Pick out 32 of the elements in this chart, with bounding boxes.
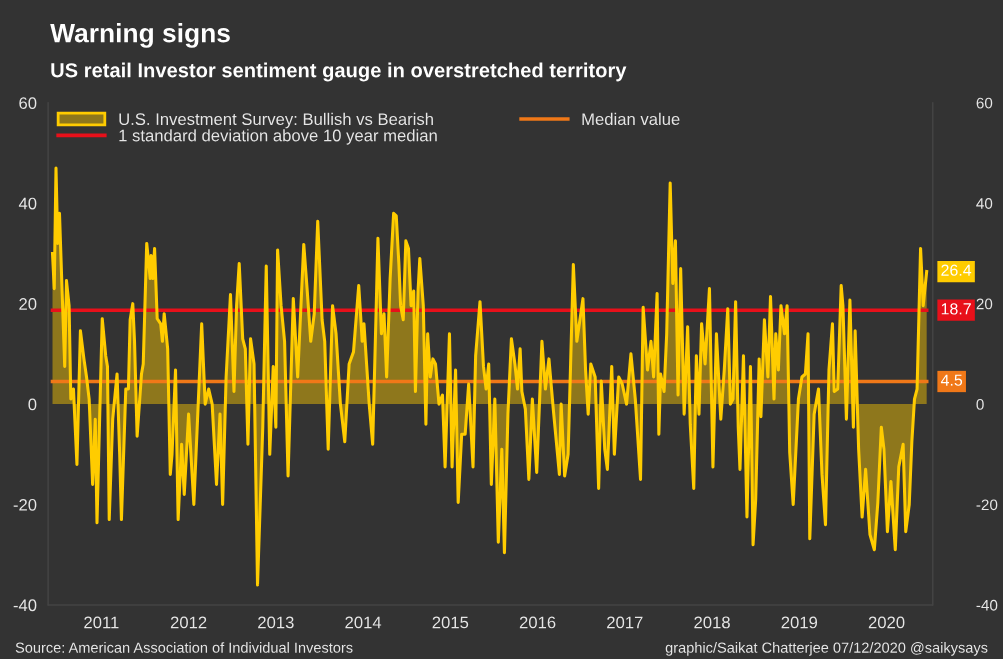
y-tick-label: -20 bbox=[13, 498, 37, 511]
x-tick-label: 2015 bbox=[432, 616, 469, 629]
x-tick-label: 2018 bbox=[694, 616, 730, 629]
y2-tick-label: 60 bbox=[976, 97, 993, 109]
chart-subtitle: US retail Investor sentiment gauge in overstretched territory bbox=[51, 62, 627, 82]
source-note: Source: American Association of Individual Investors bbox=[15, 642, 353, 653]
legend-label: 1 standard deviation above 10 year median bbox=[119, 129, 437, 145]
chart-title: Warning signs bbox=[50, 23, 230, 48]
y-tick-label: 0 bbox=[28, 398, 37, 411]
y2-tick-label: -20 bbox=[976, 499, 998, 511]
y-tick-label: 40 bbox=[18, 197, 37, 210]
x-tick-label: 2011 bbox=[84, 616, 119, 629]
y2-tick-label: 0 bbox=[976, 398, 984, 410]
x-tick-label: 2016 bbox=[519, 616, 556, 629]
x-tick-label: 2020 bbox=[868, 616, 905, 629]
data-label: 4.5 bbox=[940, 374, 963, 386]
legend-label: Median value bbox=[582, 112, 680, 126]
x-tick-label: 2012 bbox=[170, 616, 207, 629]
y2-tick-label: -40 bbox=[976, 599, 998, 611]
x-tick-label: 2013 bbox=[258, 616, 294, 629]
data-label: 18.7 bbox=[941, 303, 971, 315]
y-tick-label: 60 bbox=[19, 97, 37, 110]
x-tick-label: 2019 bbox=[781, 616, 818, 629]
text: graphic/Saikat Chatterjee 07/12/2020 @saikysays bbox=[665, 642, 988, 656]
annotation: 26.4 bbox=[941, 264, 972, 276]
legend-label: U.S. Investment Survey: Bullish vs Bearish bbox=[119, 112, 433, 129]
x-tick-label: 2014 bbox=[345, 616, 382, 629]
y-tick-label: -40 bbox=[13, 599, 37, 612]
x-tick-label: 2017 bbox=[607, 616, 643, 629]
y-tick-label: 20 bbox=[19, 298, 37, 310]
y2-tick-label: 20 bbox=[976, 298, 993, 310]
y2-tick-label: 40 bbox=[976, 198, 993, 209]
